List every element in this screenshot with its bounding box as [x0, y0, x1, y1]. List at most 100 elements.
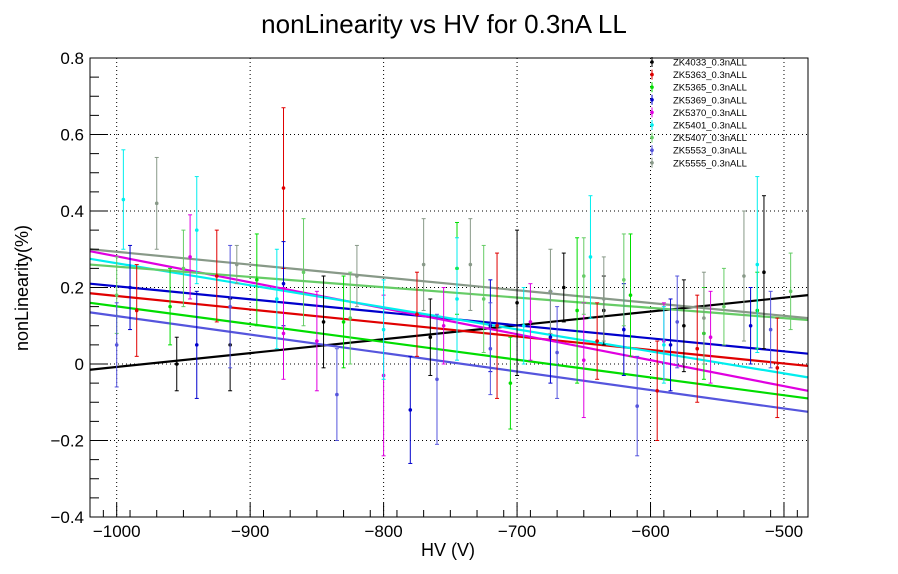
- legend-label: ZK4033_0.3nALL: [673, 58, 747, 69]
- axis-ticks: −1000 −900 −800 −700 −600 −500 −0.4 −0.2 0 0.2 0.4…: [50, 49, 803, 541]
- x-tick-label: −700: [498, 522, 536, 541]
- data-point: [581, 274, 586, 278]
- data-point: [275, 297, 279, 301]
- legend-marker-dot: [650, 72, 654, 77]
- data-point: [468, 262, 473, 267]
- data-point: [742, 274, 746, 278]
- fit-line: [89, 301, 809, 400]
- legend-marker-dot: [650, 161, 654, 165]
- data-point: [315, 339, 319, 343]
- legend-label: ZK5555_0.3nALL: [673, 158, 747, 169]
- data-point: [421, 262, 426, 267]
- data-point: [555, 350, 559, 355]
- data-point: [515, 301, 519, 305]
- data-point: [675, 320, 680, 324]
- data-point: [415, 312, 419, 317]
- data-point: [602, 297, 606, 301]
- data-point: [321, 320, 326, 324]
- data-point: [722, 304, 726, 309]
- data-point: [622, 278, 626, 282]
- data-point: [408, 408, 413, 412]
- data-point: [481, 297, 486, 301]
- y-tick-label: 0.6: [60, 126, 84, 145]
- data-point: [528, 320, 533, 324]
- data-point: [521, 323, 526, 328]
- data-point: [622, 327, 626, 332]
- data-point: [235, 262, 239, 267]
- data-point: [435, 377, 439, 382]
- data-point: [702, 316, 706, 320]
- data-point: [762, 270, 766, 275]
- data-point: [114, 293, 119, 297]
- data-point: [561, 285, 566, 290]
- fit-line: [89, 311, 809, 413]
- data-point: [548, 289, 553, 294]
- data-point: [662, 343, 666, 347]
- legend-marker-dot: [650, 98, 654, 102]
- data-point: [134, 308, 139, 313]
- data-point: [595, 339, 599, 343]
- data-points: [114, 107, 793, 464]
- data-point: [181, 266, 186, 271]
- data-point: [188, 255, 192, 259]
- y-tick-label: 0.4: [60, 202, 84, 221]
- legend-marker-dot: [650, 135, 654, 140]
- data-point: [381, 327, 386, 332]
- legend-marker-dot: [650, 110, 654, 115]
- legend-label: ZK5370_0.3nALL: [673, 108, 747, 119]
- x-tick-label: −900: [231, 522, 269, 541]
- data-point: [194, 343, 199, 347]
- data-point: [128, 285, 132, 290]
- data-point: [748, 323, 753, 328]
- data-point: [348, 316, 353, 320]
- x-tick-label: −800: [364, 522, 402, 541]
- data-point: [341, 320, 346, 324]
- data-point: [228, 304, 232, 309]
- y-tick-label: −0.2: [50, 432, 84, 451]
- data-point: [695, 346, 700, 351]
- data-point: [655, 388, 659, 393]
- data-point: [194, 228, 199, 232]
- data-point: [588, 255, 593, 259]
- data-point: [355, 274, 359, 278]
- data-point: [214, 274, 219, 278]
- y-tick-label: −0.4: [50, 508, 84, 527]
- x-tick-label: −600: [631, 522, 669, 541]
- legend-marker-dot: [650, 123, 654, 127]
- data-point: [488, 346, 493, 351]
- legend-label: ZK5407_0.3nALL: [673, 133, 747, 144]
- data-point: [775, 366, 780, 370]
- x-tick-label: −500: [765, 522, 803, 541]
- legend-marker-dot: [650, 60, 654, 64]
- data-point: [428, 335, 433, 340]
- y-axis-label: nonLinearity(%): [12, 225, 32, 351]
- data-point: [508, 381, 513, 385]
- legend-marker-dot: [650, 85, 654, 89]
- fit-lines: [89, 248, 809, 413]
- data-point: [168, 304, 172, 309]
- legend-label: ZK5369_0.3nALL: [673, 95, 747, 106]
- fit-line: [89, 292, 809, 368]
- legend-marker-dot: [650, 148, 654, 152]
- fit-line: [89, 263, 809, 322]
- data-point: [682, 323, 686, 328]
- data-point: [668, 343, 673, 347]
- data-point: [154, 201, 159, 206]
- legend-label: ZK5401_0.3nALL: [673, 121, 747, 132]
- y-tick-label: 0.2: [60, 279, 84, 298]
- data-point: [575, 308, 579, 313]
- data-point: [335, 392, 339, 397]
- data-point: [708, 335, 713, 340]
- fit-line: [89, 257, 809, 379]
- legend-label: ZK5553_0.3nALL: [673, 146, 747, 157]
- data-point: [281, 186, 286, 190]
- data-point: [441, 323, 446, 328]
- data-point: [255, 278, 259, 282]
- data-point: [121, 197, 126, 202]
- data-point: [114, 343, 119, 347]
- data-point: [301, 270, 306, 275]
- data-point: [455, 297, 459, 301]
- data-point: [495, 323, 499, 328]
- data-point: [548, 335, 553, 340]
